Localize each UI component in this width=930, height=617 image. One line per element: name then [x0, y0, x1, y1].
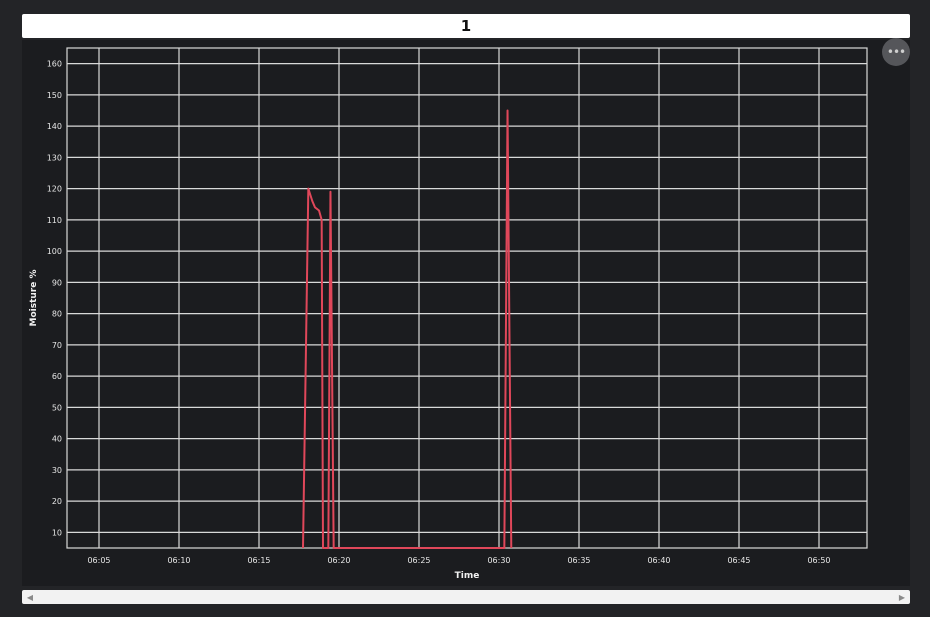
x-tick-labels: 06:05 06:10 06:15 06:20 06:25 06:30 06:35 06:40… — [87, 556, 830, 565]
y-tick-label: 80 — [52, 310, 62, 319]
x-tick-label: 06:40 — [647, 556, 670, 565]
moisture-line-chart: 06:05 06:10 06:15 06:20 06:25 06:30 06:35 06:40… — [29, 47, 868, 581]
y-tick-label: 10 — [52, 528, 62, 537]
x-tick-label: 06:05 — [87, 556, 110, 565]
y-tick-label: 130 — [47, 153, 62, 162]
x-tick-label: 06:35 — [567, 556, 590, 565]
chart-panel: 06:05 06:10 06:15 06:20 06:25 06:30 06:35 06:40… — [22, 40, 910, 586]
y-tick-label: 100 — [47, 247, 62, 256]
y-tick-label: 90 — [52, 278, 62, 287]
y-tick-label: 150 — [47, 91, 62, 100]
horizontal-scrollbar[interactable]: ◀ ▶ — [22, 590, 910, 604]
x-axis-label: Time — [455, 571, 480, 581]
y-tick-label: 70 — [52, 341, 62, 350]
x-tick-label: 06:30 — [487, 556, 510, 565]
y-tick-label: 60 — [52, 372, 62, 381]
y-tick-labels: 10 20 30 40 50 60 70 80 90 100 110 120 130 140 150 160 — [47, 60, 62, 538]
y-tick-label: 40 — [52, 435, 62, 444]
chevron-right-icon[interactable]: ▶ — [898, 592, 906, 602]
series-layer — [302, 109, 513, 549]
y-tick-label: 140 — [47, 122, 62, 131]
y-tick-label: 50 — [52, 403, 62, 412]
series-line — [302, 109, 513, 549]
y-tick-label: 30 — [52, 466, 62, 475]
x-tick-label: 06:20 — [327, 556, 350, 565]
more-horizontal-icon: ••• — [886, 45, 906, 59]
x-tick-label: 06:50 — [807, 556, 830, 565]
chevron-left-icon[interactable]: ◀ — [26, 592, 34, 602]
x-tick-label: 06:15 — [247, 556, 270, 565]
x-tick-label: 06:10 — [167, 556, 190, 565]
y-tick-label: 20 — [52, 497, 62, 506]
y-tick-label: 110 — [47, 216, 62, 225]
panel-title: 1 — [22, 14, 910, 38]
y-axis-label: Moisture % — [29, 270, 39, 327]
x-tick-label: 06:25 — [407, 556, 430, 565]
y-tick-label: 120 — [47, 185, 62, 194]
plot-frame — [66, 47, 868, 549]
grid — [67, 48, 867, 548]
more-options-button[interactable]: ••• — [882, 38, 910, 66]
x-tick-label: 06:45 — [727, 556, 750, 565]
y-tick-label: 160 — [47, 60, 62, 69]
